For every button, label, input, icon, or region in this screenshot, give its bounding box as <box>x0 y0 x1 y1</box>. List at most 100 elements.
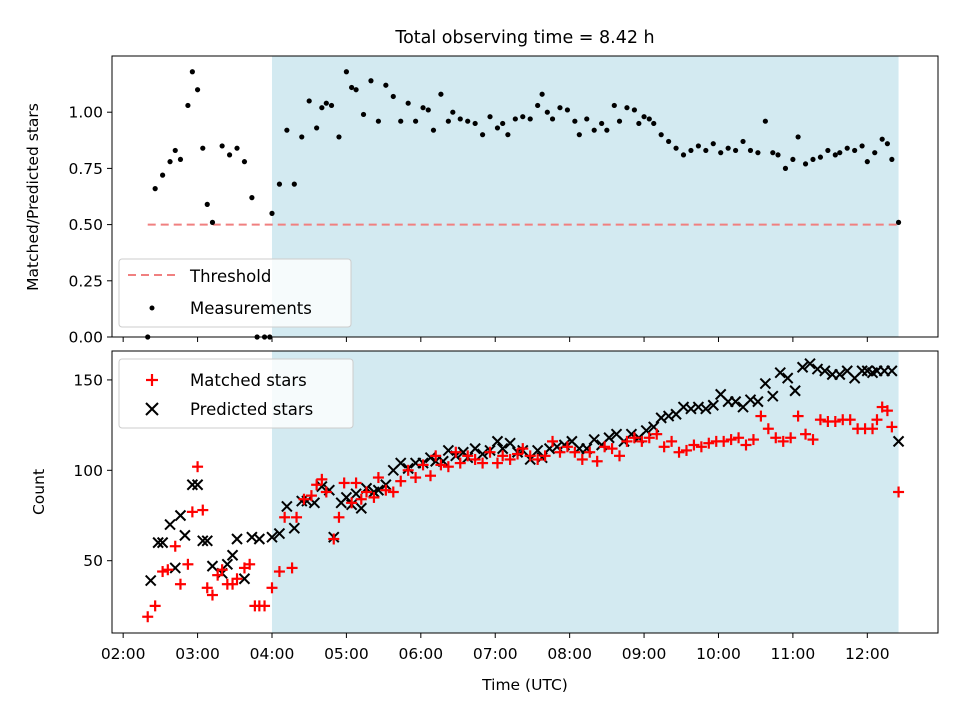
matched-star-marker <box>186 506 198 518</box>
predicted-star-marker <box>752 395 764 408</box>
bottom-x-tick-label: 03:00 <box>175 645 220 663</box>
matched-star-marker <box>430 450 442 462</box>
matched-star-marker <box>395 475 407 487</box>
matched-star-marker <box>142 611 154 623</box>
measurement-point <box>457 116 463 122</box>
matched-star-marker <box>298 493 310 505</box>
measurement-point <box>673 145 679 151</box>
matched-star-marker <box>547 435 559 447</box>
matched-star-marker <box>867 423 879 435</box>
measurement-point <box>549 116 556 122</box>
matched-star-marker <box>777 435 789 447</box>
measurement-point <box>616 118 623 124</box>
measurement-point <box>872 150 878 156</box>
matched-star-marker <box>328 533 340 545</box>
measurement-point <box>631 107 637 113</box>
matched-star-marker <box>157 566 169 578</box>
measurement-point <box>527 116 533 122</box>
bottom-y-tick-label: 100 <box>73 462 103 480</box>
measurement-point <box>505 132 511 138</box>
matched-star-marker <box>871 414 883 426</box>
measurement-point <box>703 147 709 154</box>
measurement-point <box>775 152 781 158</box>
predicted-star-marker <box>729 395 742 408</box>
measurement-point <box>710 141 716 147</box>
measurement-point <box>425 107 431 113</box>
legend-measurements-label: Measurements <box>190 299 312 318</box>
measurement-point <box>557 105 563 111</box>
matched-star-marker <box>569 446 581 458</box>
measurement-point <box>879 136 885 142</box>
measurement-point <box>450 109 456 115</box>
measurement-point <box>512 116 518 122</box>
matched-star-marker <box>469 453 481 465</box>
legend-threshold-label: Threshold <box>189 267 271 286</box>
predicted-star-marker <box>316 480 328 493</box>
predicted-star-marker <box>296 495 308 507</box>
measurement-point <box>795 134 801 140</box>
matched-star-marker <box>174 578 186 590</box>
matched-star-marker <box>372 472 384 484</box>
predicted-star-marker <box>796 361 809 373</box>
matched-star-marker <box>402 464 414 476</box>
measurement-point <box>472 120 478 127</box>
matched-star-marker <box>462 450 474 462</box>
bottom-y-axis-ticks: 50 100 150 <box>73 371 112 570</box>
top-legend: Threshold Measurements <box>118 258 352 328</box>
matched-star-marker <box>628 432 640 444</box>
measurement-point <box>680 152 687 158</box>
measurement-point <box>494 125 501 131</box>
measurement-point <box>544 109 550 115</box>
predicted-star-marker <box>531 444 544 457</box>
matched-star-marker <box>273 566 285 578</box>
measurement-point <box>520 114 526 120</box>
measurement-point <box>895 219 902 225</box>
predicted-star-marker <box>504 437 516 449</box>
measurement-point <box>572 118 578 124</box>
matched-star-marker <box>785 432 797 444</box>
matched-star-marker <box>169 540 181 552</box>
measurement-point <box>291 181 297 187</box>
measurement-point <box>445 118 451 124</box>
predicted-star-marker <box>169 562 181 574</box>
matched-star-marker <box>762 423 774 435</box>
measurement-point <box>234 145 240 151</box>
predicted-star-marker <box>819 365 831 377</box>
predicted-star-marker <box>886 365 898 377</box>
measurement-point <box>276 181 283 187</box>
measurement-point <box>479 132 486 138</box>
matched-star-marker <box>497 450 509 462</box>
matched-star-marker <box>216 564 228 576</box>
measurement-point <box>200 145 206 151</box>
measurement-point <box>314 125 320 131</box>
matched-star-marker <box>504 453 516 465</box>
matched-star-marker <box>149 600 161 612</box>
matched-star-marker <box>162 564 174 576</box>
measurement-point <box>747 147 754 154</box>
predicted-star-marker <box>476 448 489 460</box>
top-y-tick-label: 0.50 <box>68 216 103 234</box>
measurement-point <box>770 150 776 156</box>
matched-star-marker <box>350 477 362 489</box>
measurement-point <box>817 154 824 160</box>
predicted-star-marker <box>781 372 794 384</box>
matched-star-marker <box>380 484 392 496</box>
matched-star-marker <box>886 421 898 433</box>
matched-star-marker <box>703 437 715 449</box>
matched-star-marker <box>368 491 380 503</box>
predicted-star-marker <box>266 531 278 543</box>
predicted-star-marker <box>156 536 169 549</box>
matched-stars-points <box>142 401 905 623</box>
top-x-axis-ticks <box>122 337 868 342</box>
predicted-star-marker <box>707 399 719 411</box>
predicted-star-marker <box>226 549 239 561</box>
top-y-tick-label: 0.25 <box>68 272 103 290</box>
measurement-point <box>349 84 355 91</box>
predicted-star-marker <box>804 357 816 370</box>
matched-star-marker <box>286 562 298 574</box>
measurement-point <box>591 127 597 133</box>
predicted-star-marker <box>372 484 385 496</box>
measurement-point <box>666 138 672 145</box>
predicted-star-marker <box>350 488 362 500</box>
matched-star-marker <box>454 457 466 469</box>
